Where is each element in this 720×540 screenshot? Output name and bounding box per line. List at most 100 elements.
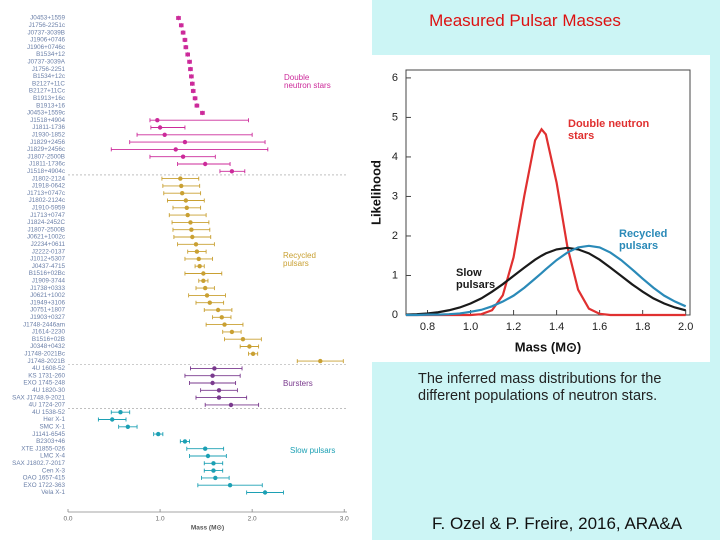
row-label: B1913+16 xyxy=(36,102,65,109)
mass-dot xyxy=(204,293,210,298)
mass-dot xyxy=(216,388,222,393)
x-tick-label: 1.0 xyxy=(463,321,478,333)
mass-dot xyxy=(318,358,323,364)
mass-dot xyxy=(200,110,205,116)
row-label: J1930-1852 xyxy=(32,131,66,138)
row-label: J1829+2456c xyxy=(27,146,65,153)
row-label: Cen X-3 xyxy=(42,467,66,474)
x-tick-label: 0.8 xyxy=(420,321,435,333)
row-label: 4U 1820-30 xyxy=(32,387,65,394)
error-bar xyxy=(150,125,186,130)
error-bar xyxy=(136,132,253,137)
row-label: J1802-2124c xyxy=(29,197,65,204)
x-axis-label: Mass (M⊙) xyxy=(191,525,224,532)
row-label: B1913+16c xyxy=(33,95,65,102)
row-label: J0737-3039B xyxy=(28,29,65,36)
mass-dot xyxy=(180,154,186,159)
x-axis-label: Mass (M⊙) xyxy=(515,339,582,354)
mass-dot xyxy=(188,220,193,225)
error-bar xyxy=(110,147,269,152)
row-label: J1811-1736c xyxy=(29,161,65,168)
row-label: J1738+0333 xyxy=(30,285,65,292)
row-label: J0621+1002c xyxy=(27,234,65,241)
x-tick-label: 2.0 xyxy=(248,516,257,523)
mass-dot xyxy=(210,373,215,378)
mass-dot xyxy=(227,483,233,488)
x-tick-label: 0.0 xyxy=(63,516,72,523)
mass-dot xyxy=(179,183,184,189)
row-label: B1516+02Bc xyxy=(29,270,65,277)
row-label: J1141-6545 xyxy=(32,431,65,438)
mass-dot xyxy=(193,242,199,247)
x-tick-label: 1.8 xyxy=(635,321,650,333)
slide-title: Measured Pulsar Masses xyxy=(429,11,621,30)
x-tick-label: 1.2 xyxy=(506,321,521,333)
y-tick-label: 5 xyxy=(392,111,398,123)
row-label: J1829+2456 xyxy=(30,139,65,146)
mass-dot xyxy=(228,402,234,408)
mass-dot xyxy=(205,453,211,459)
caption: The inferred mass distributions for the … xyxy=(418,371,662,405)
row-label: J1807-2500B xyxy=(28,153,65,160)
row-label: 4U 1538-52 xyxy=(32,409,65,416)
row-label: Vela X-1 xyxy=(41,489,65,496)
row-label: J0453+1559 xyxy=(30,15,65,22)
mass-dot xyxy=(185,212,190,218)
row-label: J1748-2446am xyxy=(23,321,65,328)
mass-dot xyxy=(262,490,268,495)
row-label: Her X-1 xyxy=(43,416,65,423)
mass-dot xyxy=(178,176,183,181)
row-label: J1756-2251c xyxy=(29,22,65,29)
curve-label: Slow pulsars xyxy=(456,267,496,291)
row-label: J1906+0746 xyxy=(30,37,65,44)
credit: F. Ozel & P. Freire, 2016, ARA&A xyxy=(432,514,683,533)
mass-dot xyxy=(162,132,167,137)
row-label: J0737-3039A xyxy=(28,58,66,65)
row-label: J1807-2500B xyxy=(28,226,65,233)
mass-dot xyxy=(190,234,195,240)
row-label: J1903+0327 xyxy=(30,314,65,321)
row-label: EXO 1745-248 xyxy=(23,380,65,387)
y-tick-label: 1 xyxy=(392,269,398,281)
mass-dot xyxy=(180,30,186,35)
x-tick-label: 1.4 xyxy=(549,321,564,333)
mass-dot xyxy=(250,351,256,356)
mass-dot xyxy=(192,96,198,101)
row-label: J1748-2021B xyxy=(28,358,65,365)
mass-dot xyxy=(212,366,217,371)
row-label: XTE J1855-026 xyxy=(21,445,65,452)
mass-dot xyxy=(118,410,123,415)
row-label: J1824-2452C xyxy=(27,219,65,226)
mass-dot xyxy=(229,169,235,174)
mass-dot xyxy=(155,118,160,123)
likelihood-curve xyxy=(406,127,686,317)
mass-dot xyxy=(188,66,193,72)
mass-dot xyxy=(185,52,190,57)
row-label: J1802-2124 xyxy=(32,175,66,182)
likelihood-curve xyxy=(406,244,687,317)
likelihood-curve xyxy=(405,246,686,316)
mass-dot xyxy=(194,249,200,254)
mass-dot xyxy=(157,125,163,130)
mass-dot xyxy=(216,395,222,400)
row-label: J0348+0432 xyxy=(30,343,65,350)
row-label: B2127+11C xyxy=(32,80,65,87)
error-bar xyxy=(195,395,248,400)
row-label: J1748-2021Bc xyxy=(24,350,65,357)
mass-dot xyxy=(173,147,178,152)
mass-dot xyxy=(196,256,201,262)
row-label: J1518+4904c xyxy=(27,168,65,175)
x-tick-label: 1.0 xyxy=(156,516,165,523)
error-bar xyxy=(129,140,266,145)
mass-dot xyxy=(229,329,235,335)
mass-dot xyxy=(219,315,224,320)
x-tick-label: 1.6 xyxy=(592,321,607,333)
row-label: J2234+0611 xyxy=(31,241,66,248)
y-tick-label: 6 xyxy=(392,72,398,84)
mass-dot xyxy=(211,468,216,473)
mass-dot xyxy=(189,74,194,79)
mass-dot xyxy=(213,475,218,481)
mass-dot xyxy=(211,461,216,466)
row-label: B1516+02B xyxy=(32,336,65,343)
